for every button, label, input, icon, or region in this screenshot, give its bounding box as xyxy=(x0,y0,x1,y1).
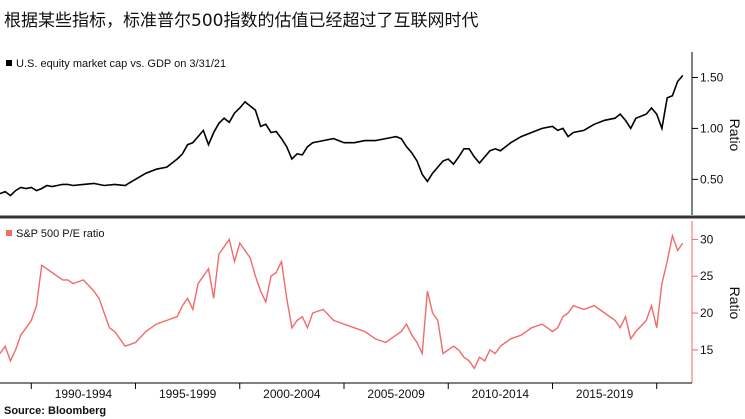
bottom-y-tick-label-0: 15 xyxy=(700,343,714,357)
top-legend-swatch xyxy=(6,60,12,66)
chart-title: 根据某些指标，标准普尔500指数的估值已经超过了互联网时代 xyxy=(4,11,479,31)
bottom-y-tick-label-2: 25 xyxy=(700,269,714,283)
top-y-tick-label-2: 1.50 xyxy=(700,70,724,84)
x-ticks: 1990-1994 1995-1999 2000-2004 2005-2009 2010… xyxy=(30,383,658,401)
top-y-ticks: 0.50 1.00 1.50 xyxy=(692,70,724,186)
bottom-legend-label: S&P 500 P/E ratio xyxy=(16,228,104,240)
x-tick-label-2: 2000-2004 xyxy=(263,387,321,401)
top-y-tick-label-1: 1.00 xyxy=(700,121,724,135)
x-tick-label-3: 2005-2009 xyxy=(367,387,425,401)
bottom-y-tick-label-3: 30 xyxy=(700,232,714,246)
x-tick-label-0: 1990-1994 xyxy=(55,387,113,401)
series-line-pe-ratio xyxy=(0,233,684,370)
bottom-y-tick-label-1: 20 xyxy=(700,306,714,320)
series-line-market-cap-gdp xyxy=(0,74,684,197)
bottom-y-ticks: 15 20 25 30 xyxy=(692,232,714,357)
x-tick-label-4: 2010-2014 xyxy=(472,387,530,401)
top-y-axis-title: Ratio xyxy=(727,119,743,152)
bottom-y-axis-title: Ratio xyxy=(727,287,743,320)
top-legend-label: U.S. equity market cap vs. GDP on 3/31/2… xyxy=(16,58,226,70)
source-note: Source: Bloomberg xyxy=(4,405,106,417)
x-tick-label-1: 1995-1999 xyxy=(159,387,217,401)
x-tick-label-5: 2015-2019 xyxy=(576,387,634,401)
top-y-tick-label-0: 0.50 xyxy=(700,172,724,186)
bottom-legend-swatch xyxy=(6,230,12,236)
